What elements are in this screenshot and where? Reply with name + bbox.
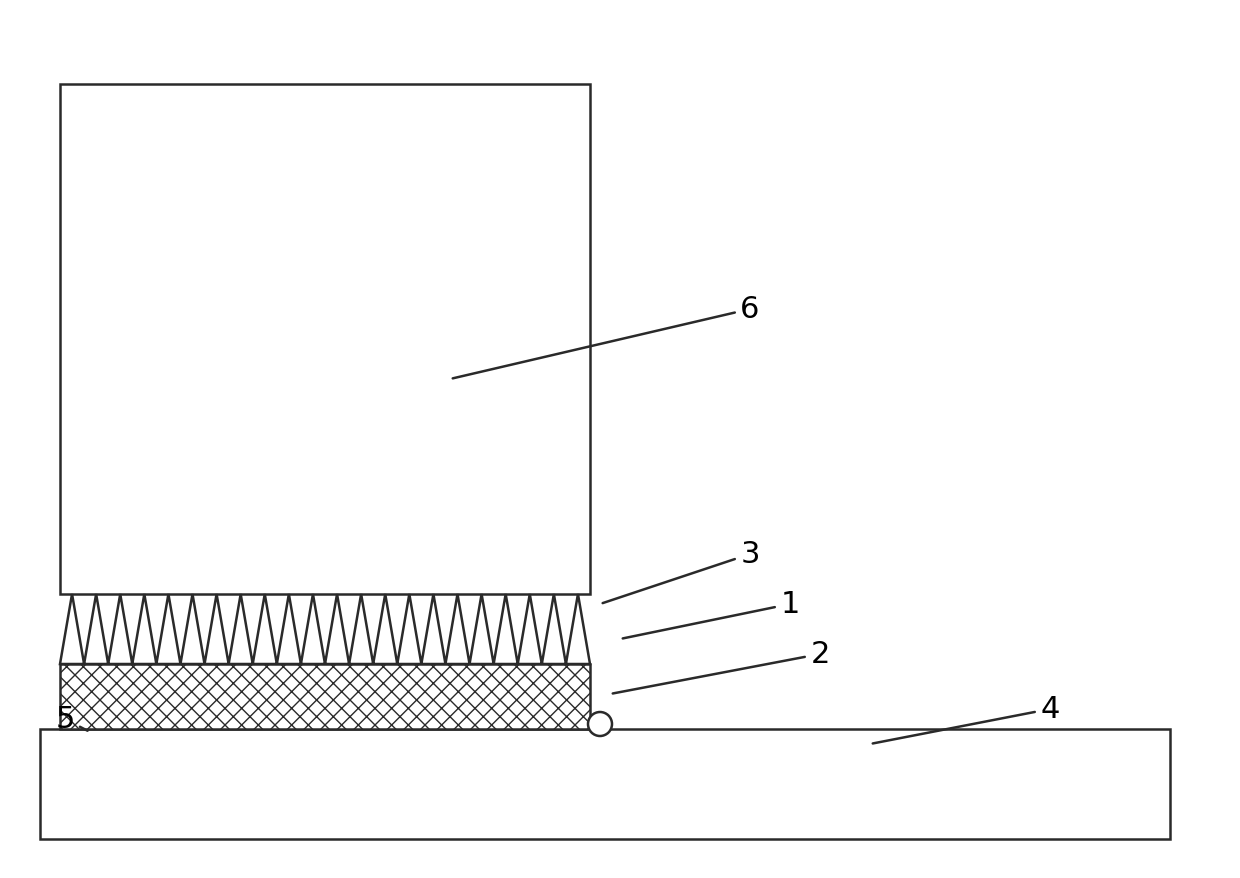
Text: 1: 1 xyxy=(622,590,800,638)
Text: 6: 6 xyxy=(453,295,760,379)
Text: 3: 3 xyxy=(603,540,760,603)
Polygon shape xyxy=(60,594,590,665)
Bar xyxy=(60,665,590,729)
Bar xyxy=(40,729,1171,839)
Circle shape xyxy=(588,712,613,736)
Text: 4: 4 xyxy=(873,694,1060,744)
Text: 5: 5 xyxy=(56,705,88,734)
Text: 2: 2 xyxy=(613,640,830,694)
Bar xyxy=(60,85,590,594)
